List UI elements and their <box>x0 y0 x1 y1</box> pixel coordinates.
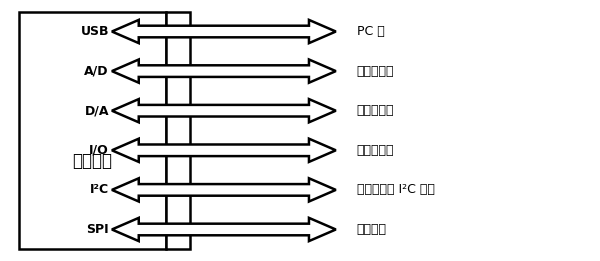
Text: 传感器等含 I²C 器件: 传感器等含 I²C 器件 <box>357 183 434 196</box>
Text: SPI: SPI <box>86 223 109 236</box>
Polygon shape <box>112 20 336 43</box>
Text: 外围设备: 外围设备 <box>357 223 387 236</box>
Text: 模拟量输出: 模拟量输出 <box>357 104 394 117</box>
Bar <box>166 12 190 249</box>
Text: D/A: D/A <box>85 104 109 117</box>
Text: USB: USB <box>80 25 109 38</box>
Text: A/D: A/D <box>85 65 109 78</box>
Text: I/O: I/O <box>89 144 109 157</box>
Bar <box>19 12 166 249</box>
Text: 模拟量输入: 模拟量输入 <box>357 65 394 78</box>
Text: 输入输出量: 输入输出量 <box>357 144 394 157</box>
Text: 微控制器: 微控制器 <box>73 152 112 170</box>
Polygon shape <box>112 139 336 162</box>
Text: PC 机: PC 机 <box>357 25 385 38</box>
Polygon shape <box>112 60 336 83</box>
Polygon shape <box>112 218 336 241</box>
Polygon shape <box>112 99 336 122</box>
Text: I²C: I²C <box>90 183 109 196</box>
Polygon shape <box>112 178 336 201</box>
